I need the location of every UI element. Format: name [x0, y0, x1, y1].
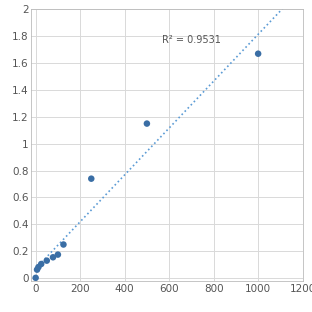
Point — [56, 252, 61, 257]
Text: R² = 0.9531: R² = 0.9531 — [163, 35, 221, 45]
Point — [36, 265, 41, 270]
Point — [51, 255, 56, 260]
Point — [89, 176, 94, 181]
Point — [33, 275, 38, 280]
Point — [61, 242, 66, 247]
Point — [44, 258, 49, 263]
Point — [144, 121, 149, 126]
Point — [39, 261, 44, 266]
Point — [35, 267, 40, 272]
Point — [256, 51, 261, 56]
